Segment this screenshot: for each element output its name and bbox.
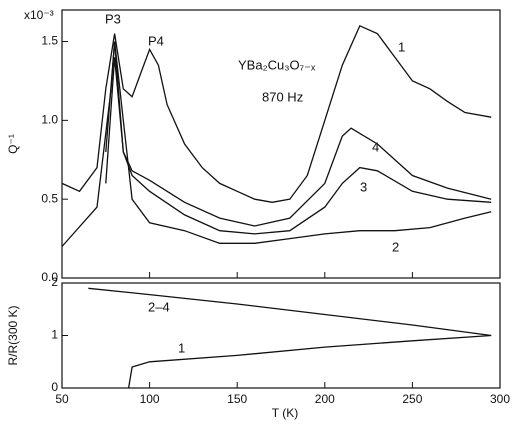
y-tick-label: 0.5 [41,191,58,205]
annotation: P4 [148,33,164,48]
x-tick-label: 300 [490,392,510,406]
plot-frame [61,282,501,389]
y-tick-label: 0.0 [41,270,58,284]
annotation: 4 [372,139,379,154]
annotation: 1 [398,39,405,54]
x-tick-label: 50 [55,392,69,406]
plot-frame [61,9,501,279]
y-tick-label: 1 [51,328,58,342]
y-axis-label: Q⁻¹ [6,134,20,154]
y-tick-label: 1.0 [41,113,58,127]
y-tick-label: 2 [51,275,58,289]
scale-label: x10⁻³ [24,8,54,22]
annotation: YBa₂Cu₃O₇₋ₓ [238,57,316,72]
annotation: 2 [392,239,399,254]
data-line [127,334,492,389]
y-axis-label: R/R(300 K) [6,305,20,365]
annotation: P3 [105,11,121,26]
x-tick-label: 100 [140,392,160,406]
x-tick-label: 150 [227,392,247,406]
annotation: 1 [178,340,185,355]
data-line [61,24,492,203]
y-tick-label: 0 [51,380,58,394]
annotation: 3 [360,179,367,194]
data-line [105,57,492,235]
data-line [88,287,492,337]
y-tick-label: 1.5 [41,34,58,48]
x-tick-label: 250 [402,392,422,406]
annotation: 870 Hz [262,89,303,104]
x-axis-label: T (K) [272,406,298,420]
annotation: 2–4 [148,299,170,314]
data-line [105,41,492,227]
x-tick-label: 200 [315,392,335,406]
